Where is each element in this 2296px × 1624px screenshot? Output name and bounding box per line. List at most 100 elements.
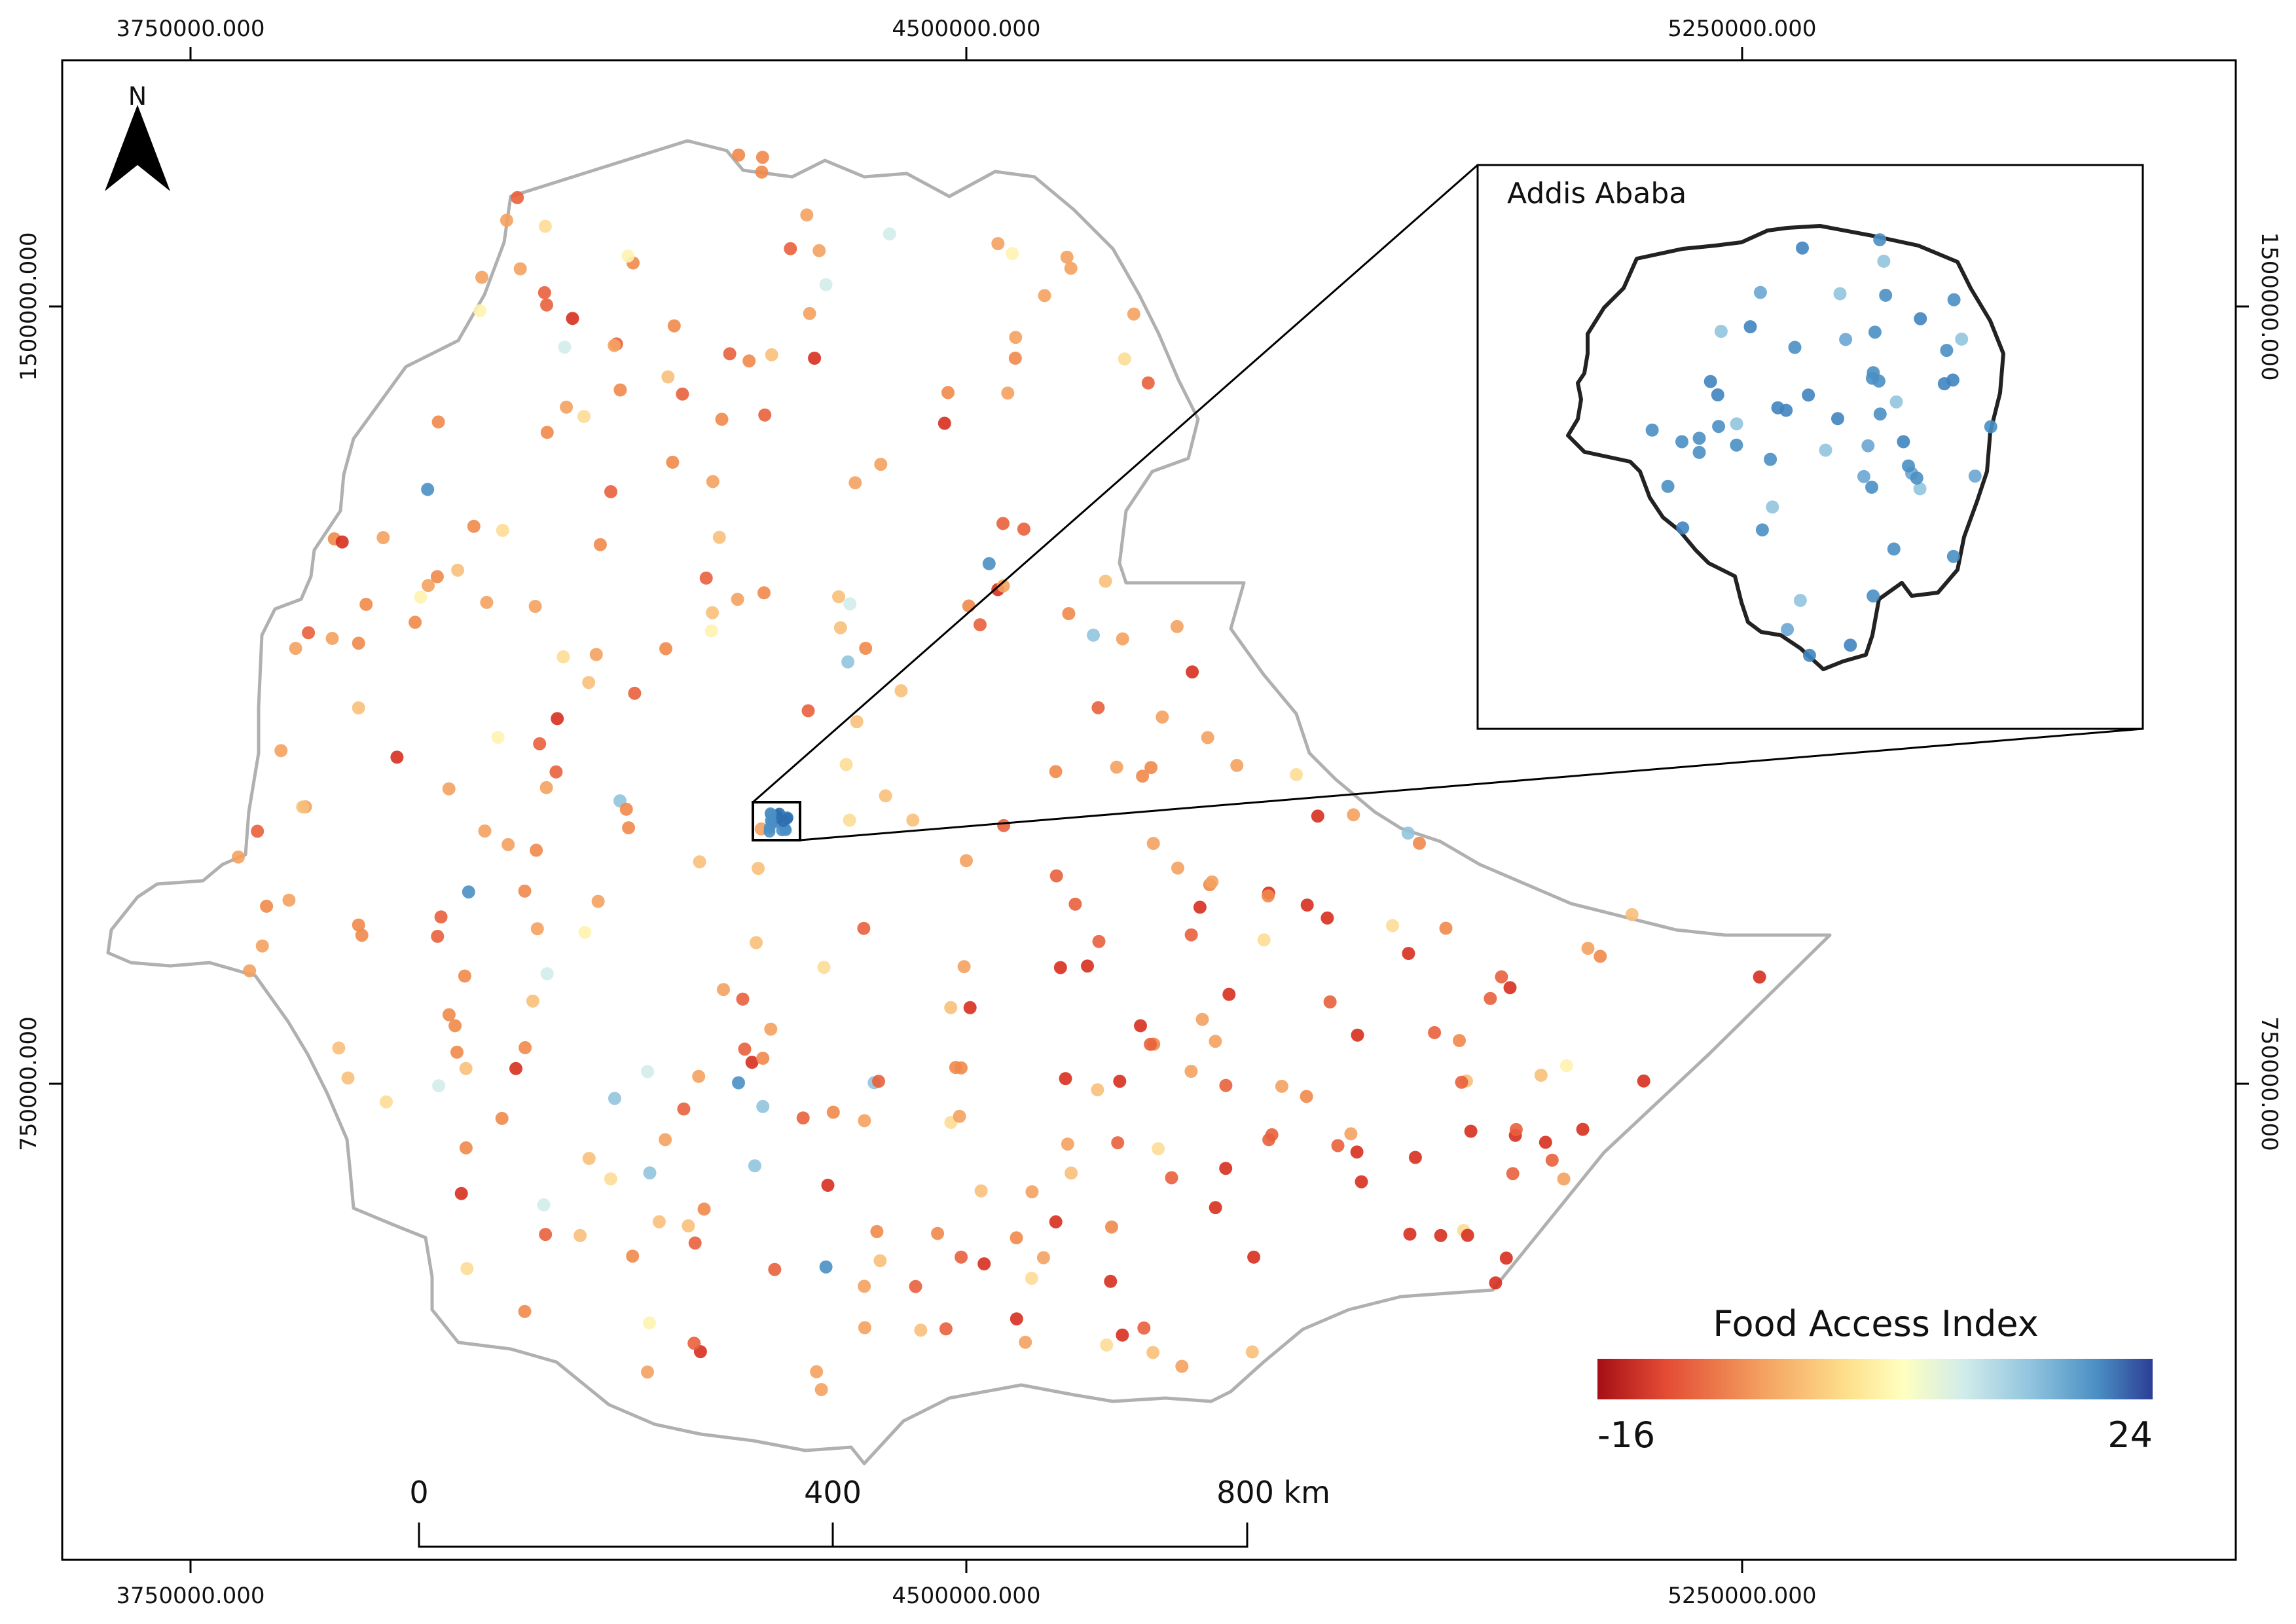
data-point xyxy=(1402,947,1415,960)
data-point xyxy=(1275,1079,1288,1093)
data-point xyxy=(1116,1328,1129,1342)
inset-data-point xyxy=(1692,445,1706,459)
data-point xyxy=(1625,908,1639,921)
data-point xyxy=(974,1184,988,1198)
data-point xyxy=(982,557,996,570)
data-point xyxy=(1116,632,1129,646)
data-point xyxy=(996,579,1010,593)
data-point xyxy=(526,994,539,1008)
data-point xyxy=(1347,808,1360,822)
data-point xyxy=(819,1260,833,1274)
data-point xyxy=(621,249,635,263)
grid-ticks xyxy=(49,47,2249,1573)
inset-data-point xyxy=(1788,341,1802,354)
data-point xyxy=(872,1075,885,1088)
data-point xyxy=(376,531,390,544)
inset-data-point xyxy=(1839,333,1853,346)
data-point xyxy=(765,808,777,821)
data-point xyxy=(750,936,763,950)
data-point xyxy=(894,684,908,697)
data-point xyxy=(706,606,720,619)
data-point xyxy=(335,535,349,549)
inset-data-point xyxy=(1714,325,1728,338)
inset-data-point xyxy=(1661,479,1675,493)
data-point xyxy=(1059,1072,1072,1086)
data-point xyxy=(530,922,544,936)
data-point xyxy=(1184,1065,1198,1078)
inset-data-point xyxy=(1984,420,1997,434)
data-point xyxy=(302,626,316,640)
data-point xyxy=(608,339,621,352)
data-point xyxy=(736,992,750,1006)
data-point xyxy=(533,737,547,750)
inset-data-point xyxy=(1712,420,1726,434)
data-point xyxy=(359,597,373,611)
addis-locator-box xyxy=(752,801,801,841)
data-point xyxy=(1205,875,1219,889)
inset-data-point xyxy=(1793,593,1807,607)
data-point xyxy=(551,712,564,726)
inset-data-point xyxy=(1897,435,1910,449)
data-point xyxy=(1311,809,1324,823)
data-point xyxy=(682,1219,695,1232)
data-point xyxy=(613,383,627,397)
data-point xyxy=(955,1061,968,1075)
data-point xyxy=(518,884,532,898)
data-point xyxy=(857,921,871,935)
data-point xyxy=(1461,1228,1474,1242)
data-point xyxy=(1087,628,1100,642)
data-point xyxy=(755,165,769,179)
data-point xyxy=(566,312,579,325)
data-point xyxy=(659,1133,672,1147)
inset-data-point xyxy=(1743,320,1757,333)
inset-data-point xyxy=(1857,470,1870,483)
data-point xyxy=(957,960,971,974)
data-point xyxy=(352,637,365,650)
inset-data-point xyxy=(1865,481,1878,494)
data-point xyxy=(1464,1124,1478,1138)
data-point xyxy=(539,781,553,794)
data-point xyxy=(480,595,494,609)
data-point xyxy=(1049,869,1063,883)
data-point xyxy=(1156,710,1169,724)
data-point xyxy=(757,586,771,600)
data-point xyxy=(768,1263,782,1276)
inset-data-point xyxy=(1766,500,1779,514)
data-point xyxy=(619,802,633,816)
inset-data-point xyxy=(1704,375,1717,388)
grid-label-right-1: 1500000.000 xyxy=(2256,232,2282,380)
data-point xyxy=(1503,981,1517,995)
inset-data-point xyxy=(1947,293,1961,306)
data-point xyxy=(1137,1321,1151,1335)
data-point xyxy=(699,571,713,585)
inset-data-point xyxy=(1940,344,1954,358)
data-point xyxy=(1434,1228,1448,1242)
data-point xyxy=(1557,1172,1571,1186)
data-point xyxy=(784,242,797,255)
north-arrow-icon xyxy=(105,105,170,191)
country-boundary xyxy=(106,139,1832,1466)
data-point xyxy=(540,298,553,312)
data-point xyxy=(1061,1137,1074,1151)
inset-data-point xyxy=(1711,388,1724,401)
data-point xyxy=(409,616,422,629)
inset-data-point xyxy=(1955,332,1969,346)
inset-data-point xyxy=(1844,638,1857,652)
inset-data-point xyxy=(1796,241,1809,255)
data-point xyxy=(1350,1145,1364,1159)
data-point xyxy=(578,925,592,939)
data-point xyxy=(1245,1345,1259,1359)
data-point xyxy=(859,642,873,655)
data-point xyxy=(1165,1171,1178,1185)
data-point xyxy=(1506,1167,1520,1181)
data-point xyxy=(742,354,756,368)
legend-title: Food Access Index xyxy=(1713,1303,2038,1344)
data-point xyxy=(501,838,515,851)
inset-data-point xyxy=(1802,388,1815,402)
data-point xyxy=(1091,701,1105,714)
inset-data-point xyxy=(1730,438,1743,452)
data-point xyxy=(1064,261,1078,275)
inset-frame xyxy=(1476,164,2144,730)
data-point xyxy=(500,213,513,227)
data-point xyxy=(549,765,563,779)
